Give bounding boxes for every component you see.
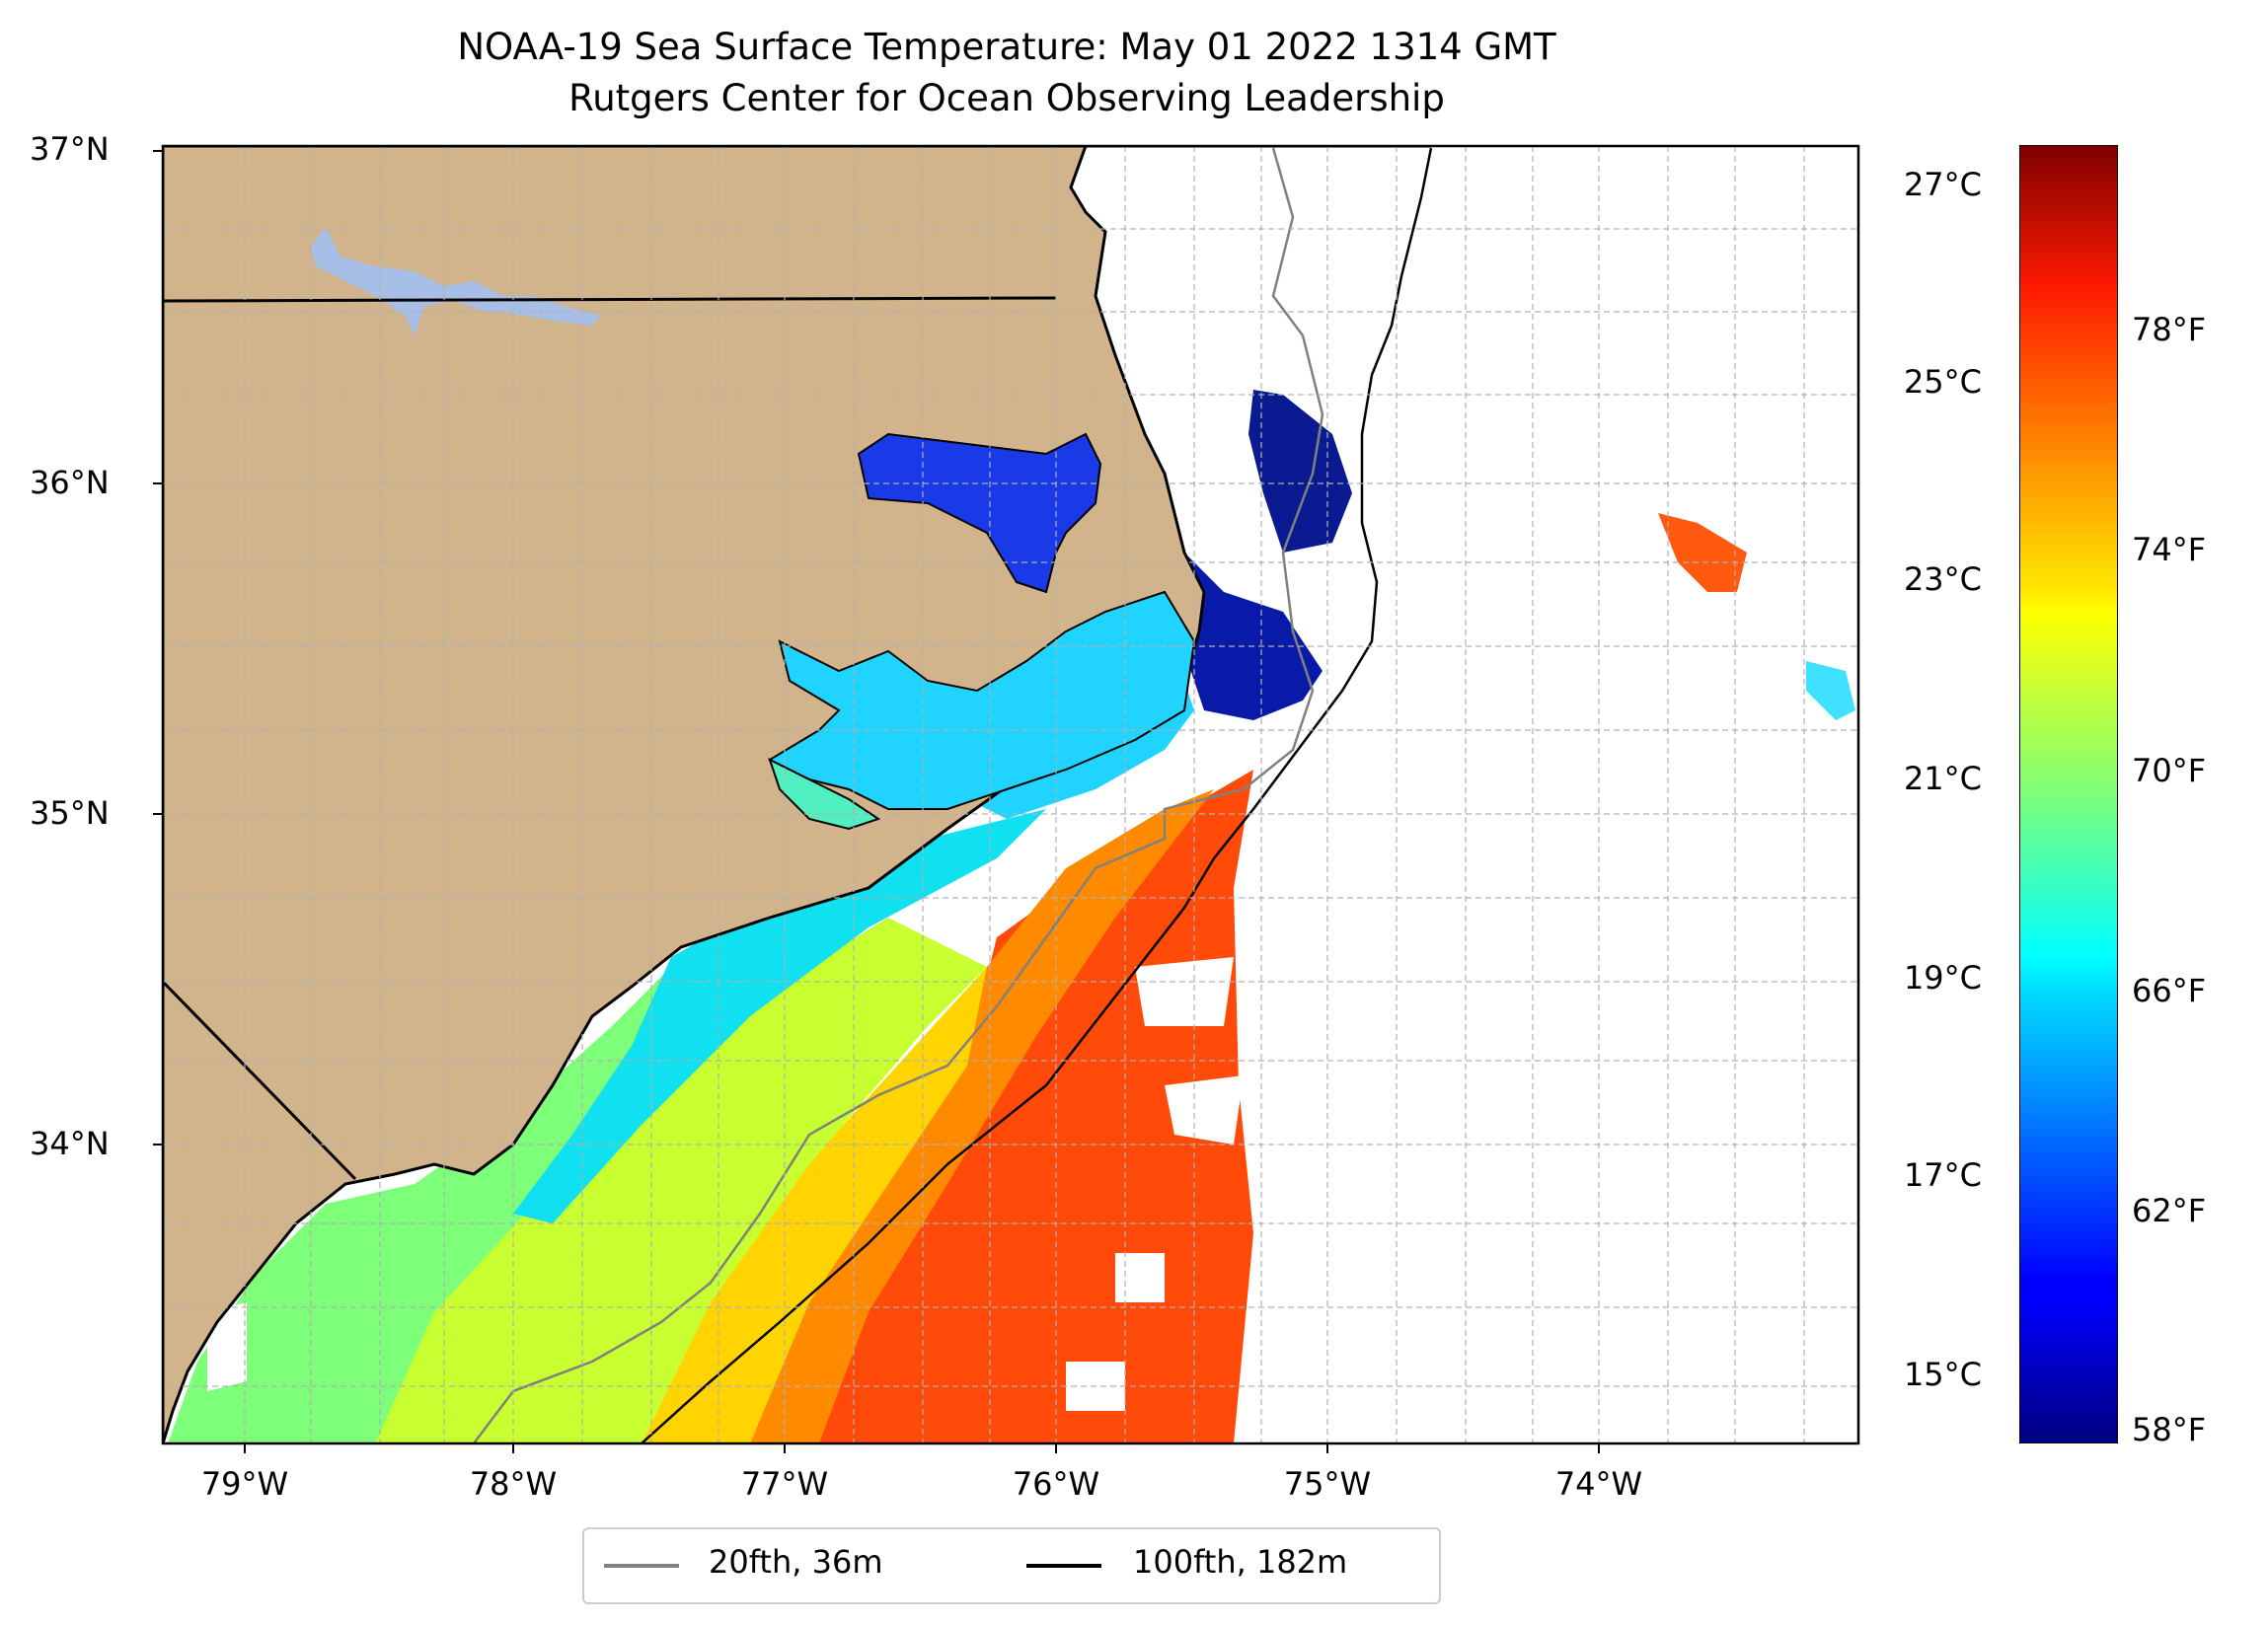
map-frame (161, 144, 1860, 1445)
legend: 20fth, 36m 100fth, 182m (582, 1527, 1441, 1604)
cb-fahrenheit-66: 66°F (2132, 972, 2207, 1009)
cloud-gap (1165, 1075, 1244, 1145)
lat-label-35: 35°N (30, 794, 110, 832)
isobath-100fth (641, 147, 1433, 1443)
state-border-va-nc (163, 296, 1057, 303)
lat-label-34: 34°N (30, 1125, 110, 1162)
cb-celsius-21: 21°C (1903, 760, 1982, 797)
lon-label-78: 78°W (469, 1465, 558, 1503)
sst-yellow-green-shelf (375, 918, 987, 1443)
cb-celsius-25: 25°C (1903, 363, 1982, 401)
cb-celsius-17: 17°C (1903, 1156, 1982, 1194)
sst-green-nearshore (168, 947, 711, 1443)
lat-label-36: 36°N (30, 464, 110, 501)
lon-label-79: 79°W (200, 1465, 289, 1503)
legend-label-100fth: 100fth, 182m (1133, 1543, 1348, 1581)
cloud-gap (1115, 1253, 1165, 1302)
chart-subtitle: Rutgers Center for Ocean Observing Leade… (568, 77, 1445, 119)
legend-swatch-20fth (604, 1564, 679, 1568)
sst-orange-offshore (1658, 513, 1747, 592)
cb-fahrenheit-58: 58°F (2132, 1411, 2207, 1448)
tick-marks (153, 150, 1600, 1453)
sst-darkblue-patch (1248, 390, 1352, 553)
sst-orange-band (750, 789, 1214, 1443)
neuse-river (768, 758, 881, 831)
cb-celsius-23: 23°C (1903, 560, 1982, 598)
lat-label-37: 37°N (30, 130, 110, 168)
cb-fahrenheit-62: 62°F (2132, 1192, 2207, 1229)
legend-swatch-100fth (1026, 1564, 1101, 1568)
lon-label-77: 77°W (740, 1465, 829, 1503)
cloud-gap (1135, 957, 1234, 1026)
kerr-lake (311, 227, 602, 335)
cb-fahrenheit-74: 74°F (2132, 531, 2207, 568)
isobath-20fth (473, 147, 1324, 1443)
state-border-nc-sc (163, 980, 357, 1181)
albemarle-sound (857, 432, 1102, 594)
chart-title: NOAA-19 Sea Surface Temperature: May 01 … (457, 26, 1556, 68)
cb-celsius-15: 15°C (1903, 1356, 1982, 1393)
cb-celsius-27: 27°C (1903, 166, 1982, 203)
pamlico-sound (767, 590, 1196, 810)
cb-celsius-19: 19°C (1903, 959, 1982, 997)
colorbar (2019, 145, 2118, 1443)
lon-label-75: 75°W (1283, 1465, 1372, 1503)
cb-fahrenheit-78: 78°F (2132, 311, 2207, 348)
sst-cyan-nearshore (513, 809, 1046, 1223)
sst-darkblue-offshore (1184, 553, 1323, 720)
gridlines (163, 146, 1858, 1443)
sst-cyan-offshore (1806, 661, 1855, 720)
lon-label-76: 76°W (1012, 1465, 1100, 1503)
lon-label-74: 74°W (1554, 1465, 1643, 1503)
legend-label-20fth: 20fth, 36m (709, 1543, 883, 1581)
cb-fahrenheit-70: 70°F (2132, 752, 2207, 789)
